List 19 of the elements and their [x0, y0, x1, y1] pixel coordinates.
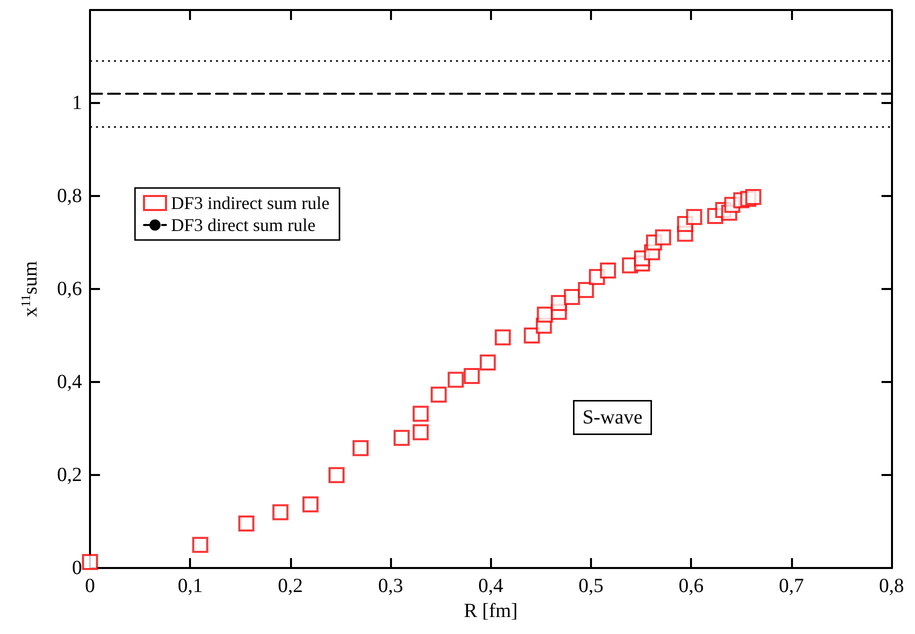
legend-label: DF3 indirect sum rule: [171, 193, 330, 213]
x-tick-label: 0,3: [378, 575, 404, 598]
x-tick-label: 0,1: [178, 575, 203, 598]
x-tick-label: 0,2: [278, 575, 303, 598]
y-tick-label: 1: [72, 92, 82, 114]
legend-label: DF3 direct sum rule: [171, 215, 316, 235]
y-tick-label: 0,8: [57, 185, 82, 208]
x-tick-label: 0,5: [578, 575, 604, 598]
x-axis-title: R [fm]: [464, 600, 518, 622]
y-axis-title: x11sum: [18, 260, 42, 317]
y-tick-label: 0,4: [57, 371, 82, 394]
y-tick-label: 0: [72, 557, 82, 580]
y-tick-label: 0,6: [57, 278, 82, 300]
x-tick-label: 0,4: [478, 575, 504, 598]
x-tick-label: 0,7: [778, 575, 804, 598]
x-tick-label: 0,8: [879, 575, 904, 598]
x-tick-label: 0,6: [678, 575, 704, 598]
y-tick-label: 0,2: [57, 464, 82, 486]
annotation: S-wave: [582, 406, 643, 428]
